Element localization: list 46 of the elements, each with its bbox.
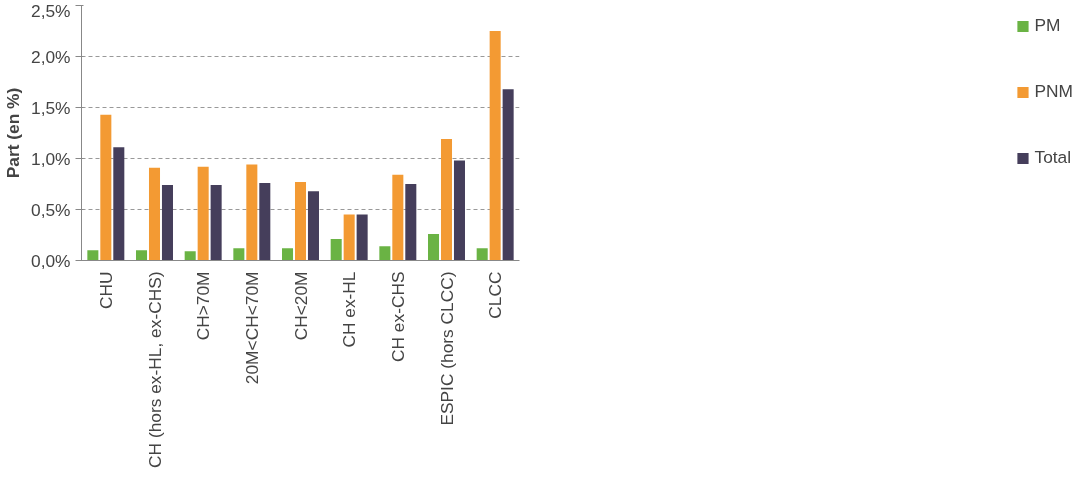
x-tick-label: ESPIC (hors CLCC) (436, 271, 457, 426)
x-tick-label: CH ex-CHS (387, 271, 408, 362)
legend-label: PNM (1034, 81, 1073, 102)
bar (113, 147, 125, 261)
bar (184, 251, 196, 261)
y-axis-title: Part (en %) (3, 87, 23, 179)
bar (476, 248, 488, 261)
x-tick-label: CH<20M (290, 271, 311, 341)
legend-label: Total (1034, 147, 1072, 168)
y-tick-label: 0,5% (31, 199, 71, 220)
y-tick-label: 0,0% (31, 250, 71, 271)
bar (161, 185, 173, 261)
bar (343, 214, 355, 261)
bar (307, 191, 319, 261)
bar (428, 233, 440, 261)
bar (259, 182, 271, 261)
x-tick-label: CLCC (485, 271, 506, 319)
bar (502, 89, 514, 261)
bar (356, 214, 368, 261)
bar (392, 174, 404, 261)
bar (453, 160, 465, 261)
bar (440, 139, 453, 261)
bar (379, 246, 391, 261)
y-tick-label: 1,0% (31, 148, 71, 169)
legend-label: PM (1034, 15, 1061, 36)
bar (210, 185, 222, 261)
bar (405, 184, 417, 261)
bar (294, 181, 307, 261)
x-tick-label: 20M<CH<70M (241, 271, 262, 385)
y-tick-label: 1,5% (31, 97, 71, 118)
bar (489, 31, 501, 261)
x-tick-label: CH ex-HL (339, 271, 360, 348)
bar (330, 239, 342, 261)
bar (197, 166, 209, 261)
bar (100, 114, 112, 261)
bar (136, 250, 148, 261)
bar (148, 167, 161, 261)
x-tick-label: CH (hors ex-HL, ex-CHS) (144, 271, 165, 468)
bar (282, 248, 294, 261)
bar (233, 248, 245, 261)
y-tick-label: 2,5% (31, 0, 71, 21)
bar (246, 164, 258, 261)
y-tick-label: 2,0% (31, 46, 71, 67)
bar (87, 250, 99, 261)
x-tick-label: CH>70M (193, 271, 214, 341)
x-tick-label: CHU (95, 271, 116, 310)
